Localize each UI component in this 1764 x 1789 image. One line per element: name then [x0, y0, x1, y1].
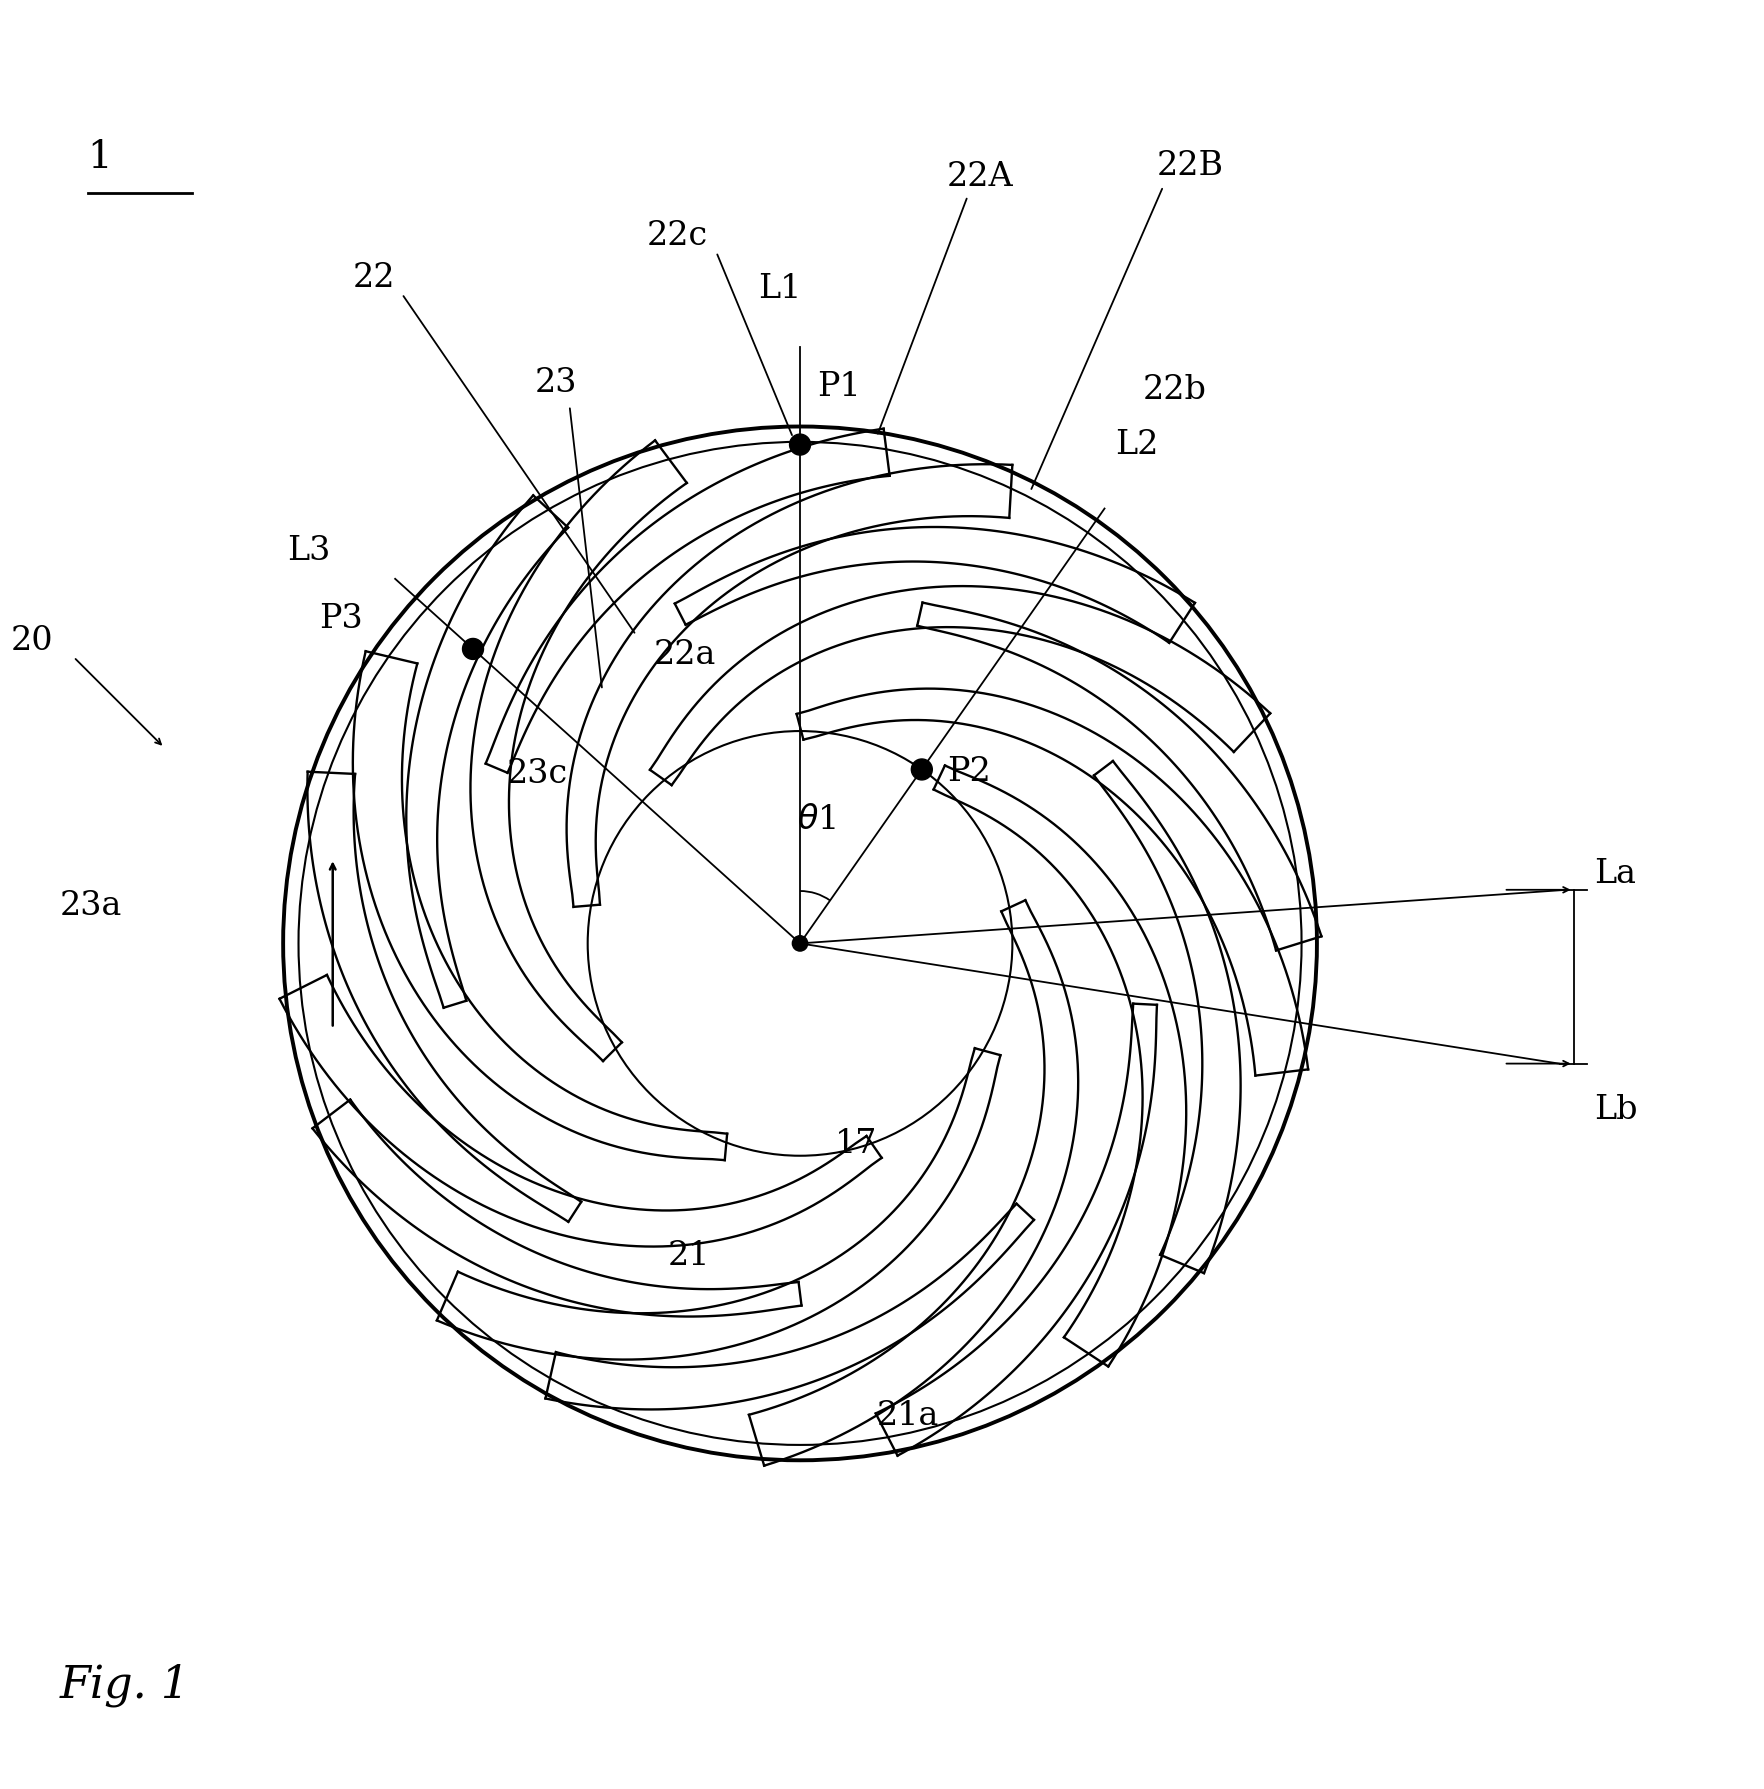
Text: 22A: 22A	[946, 161, 1013, 193]
Text: La: La	[1593, 857, 1635, 889]
Text: 23c: 23c	[506, 759, 568, 789]
Text: $\theta$1: $\theta$1	[797, 803, 836, 835]
Text: P2: P2	[947, 755, 990, 787]
Circle shape	[910, 759, 931, 780]
Text: L3: L3	[286, 535, 330, 567]
Text: L2: L2	[1115, 429, 1159, 462]
Text: P3: P3	[319, 603, 363, 635]
Text: 21a: 21a	[877, 1401, 938, 1433]
Text: Lb: Lb	[1593, 1095, 1637, 1127]
Circle shape	[789, 435, 810, 454]
Text: 21: 21	[667, 1240, 709, 1272]
Text: 22a: 22a	[653, 639, 716, 671]
Text: 22B: 22B	[1155, 150, 1222, 182]
Text: L1: L1	[759, 274, 801, 304]
Text: 20: 20	[11, 624, 53, 657]
Text: 23: 23	[534, 367, 577, 399]
Text: 22c: 22c	[646, 220, 707, 252]
Text: 22: 22	[353, 261, 395, 293]
Text: P1: P1	[817, 370, 861, 403]
Circle shape	[792, 936, 808, 952]
Text: 1: 1	[88, 140, 113, 175]
Text: 17: 17	[834, 1127, 877, 1159]
Text: 22b: 22b	[1141, 374, 1205, 406]
Circle shape	[462, 639, 483, 660]
Text: 23a: 23a	[60, 891, 122, 923]
Text: Fig. 1: Fig. 1	[60, 1664, 191, 1707]
